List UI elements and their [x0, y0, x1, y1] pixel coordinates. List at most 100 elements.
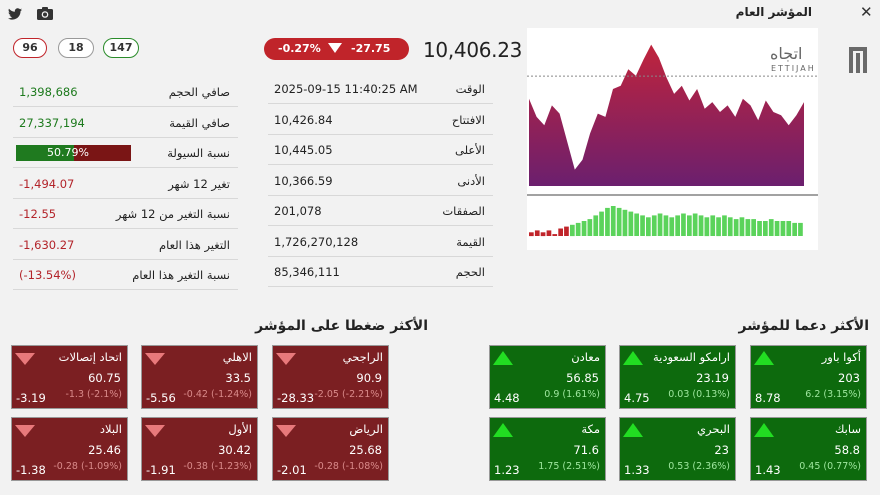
volume-bar: [710, 215, 716, 236]
stat-value: 85,346,111: [274, 265, 340, 279]
volume-bar: [733, 219, 739, 236]
stat-value: (-13.54%): [19, 268, 76, 282]
stock-change: 0.9 (1.61%): [544, 389, 600, 400]
volume-bar: [587, 219, 593, 236]
pressure-stock-tile[interactable]: الرياض 25.68 -0.28 (-1.08%) -2.01: [272, 417, 389, 481]
down-arrow-icon: [276, 422, 296, 441]
stat-row: صافي القيمة 27,337,194: [13, 108, 238, 138]
volume-bar: [570, 224, 575, 237]
volume-bar: [798, 222, 803, 236]
volume-bar: [780, 221, 786, 236]
stock-name: سابك: [834, 422, 861, 436]
stock-change: 6.2 (3.15%): [805, 389, 861, 400]
stock-name: اتحاد إتصالات: [58, 350, 122, 364]
camera-icon[interactable]: [37, 5, 53, 24]
volume-bar: [593, 215, 599, 236]
liquidity-bar: 50.79%: [16, 145, 131, 161]
stat-row: نسبة السيولة 50.79%: [13, 138, 238, 168]
index-change-pill: -0.27% -27.75: [264, 38, 409, 60]
ettijah-logo-icon: [770, 45, 874, 79]
support-stock-tile[interactable]: أكوا باور 203 6.2 (3.15%) 8.78: [750, 345, 867, 409]
stat-label: الأعلى: [454, 143, 485, 157]
volume-bar: [687, 215, 692, 236]
volume-bar: [751, 219, 756, 236]
stat-row: صافي الحجم 1,398,686: [13, 77, 238, 107]
down-arrow-icon: [145, 350, 165, 369]
support-stock-tile[interactable]: البحري 23 0.53 (2.36%) 1.33: [619, 417, 736, 481]
stat-row: التغير هذا العام -1,630.27: [13, 230, 238, 260]
volume-bar: [546, 230, 552, 236]
index-impact: 4.75: [624, 391, 650, 405]
volume-bar: [757, 221, 762, 236]
stock-name: البلاد: [99, 422, 122, 436]
unchanged-count-badge: 18: [58, 38, 94, 58]
stock-price: 25.68: [349, 443, 382, 457]
volume-bar: [622, 209, 628, 237]
up-arrow-icon: [754, 350, 774, 369]
down-arrow-icon: [15, 350, 35, 369]
stock-change: -0.28 (-1.09%): [53, 461, 122, 472]
volume-bar: [575, 222, 581, 236]
pressure-stock-tile[interactable]: الراجحي 90.9 -2.05 (-2.21%) -28.33: [272, 345, 389, 409]
stat-label: نسبة السيولة: [167, 146, 230, 160]
close-icon[interactable]: ✕: [860, 3, 873, 21]
support-stock-tile[interactable]: معادن 56.85 0.9 (1.61%) 4.48: [489, 345, 606, 409]
stat-value: 10,366.59: [274, 173, 333, 188]
stock-change: 1.75 (2.51%): [538, 461, 600, 472]
stat-value: 27,337,194: [19, 115, 85, 130]
up-arrow-icon: [754, 422, 774, 441]
stat-label: تغير 12 شهر: [168, 176, 230, 191]
support-section-title: الأكثر دعما للمؤشر: [738, 318, 869, 334]
index-chart[interactable]: [527, 28, 818, 250]
volume-bar: [745, 219, 751, 236]
volume-bar: [792, 222, 797, 236]
volume-bar: [564, 226, 569, 236]
volume-bar: [786, 221, 792, 236]
volume-bar: [552, 234, 558, 236]
stat-label: القيمة: [456, 234, 485, 249]
stock-price: 23.19: [696, 371, 729, 385]
stat-row: الأدنى 10,366.59: [268, 166, 493, 196]
volume-bar: [640, 215, 645, 236]
stat-value: 1,398,686: [19, 85, 78, 99]
volume-bar: [529, 232, 534, 237]
volume-bar: [669, 217, 675, 237]
stat-row: نسبة التغير هذا العام (-13.54%): [13, 260, 238, 290]
volume-bar: [540, 232, 546, 237]
twitter-icon[interactable]: [8, 5, 22, 24]
volume-bar: [534, 230, 540, 236]
pressure-stock-tile[interactable]: الأول 30.42 -0.38 (-1.23%) -1.91: [141, 417, 258, 481]
volume-bar: [616, 207, 622, 236]
stock-change: -0.38 (-1.23%): [183, 461, 252, 472]
volume-bar: [628, 211, 634, 236]
support-stock-tile[interactable]: مكة 71.6 1.75 (2.51%) 1.23: [489, 417, 606, 481]
index-impact: -1.38: [16, 463, 46, 477]
index-impact: -2.01: [277, 463, 307, 477]
advancing-count-badge: 147: [103, 38, 139, 58]
up-arrow-icon: [623, 422, 643, 441]
index-impact: -1.91: [146, 463, 176, 477]
stock-change: 0.03 (0.13%): [668, 389, 730, 400]
stat-row: الأعلى 10,445.05: [268, 135, 493, 165]
volume-bar: [692, 213, 698, 236]
stock-price: 90.9: [356, 371, 382, 385]
down-arrow-icon: [145, 422, 165, 441]
stat-label: الأدنى: [457, 173, 485, 188]
stock-price: 33.5: [225, 371, 251, 385]
pressure-stock-tile[interactable]: البلاد 25.46 -0.28 (-1.09%) -1.38: [11, 417, 128, 481]
index-impact: -3.19: [16, 391, 46, 405]
volume-bar: [663, 215, 669, 236]
stat-value: 201,078: [274, 204, 322, 218]
stat-value: -1,630.27: [19, 237, 75, 252]
pressure-stock-tile[interactable]: اتحاد إتصالات 60.75 -1.3 (-2.1%) -3.19: [11, 345, 128, 409]
liquidity-value: 50.79%: [47, 146, 89, 159]
stock-price: 203: [838, 371, 860, 385]
stat-label: الحجم: [455, 265, 485, 279]
volume-bar: [558, 228, 563, 236]
stat-label: نسبة التغير من 12 شهر: [115, 207, 230, 221]
stat-label: الافتتاح: [451, 112, 485, 127]
stock-name: ارامكو السعودية: [653, 350, 730, 364]
pressure-stock-tile[interactable]: الاهلي 33.5 -0.42 (-1.24%) -5.56: [141, 345, 258, 409]
support-stock-tile[interactable]: سابك 58.8 0.45 (0.77%) 1.43: [750, 417, 867, 481]
support-stock-tile[interactable]: ارامكو السعودية 23.19 0.03 (0.13%) 4.75: [619, 345, 736, 409]
